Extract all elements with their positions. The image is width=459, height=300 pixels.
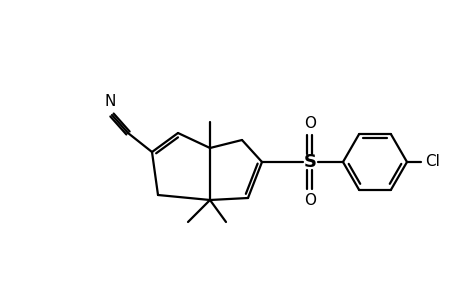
Text: Cl: Cl [424,154,439,169]
Text: S: S [303,153,316,171]
Text: O: O [303,193,315,208]
Text: O: O [303,116,315,131]
Text: N: N [104,94,115,109]
